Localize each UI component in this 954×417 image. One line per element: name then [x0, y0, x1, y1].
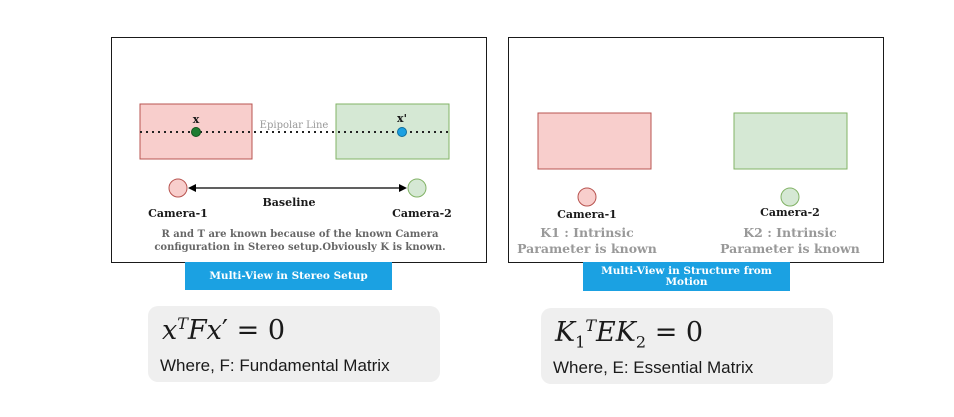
essential-equation: K1TEK2 = 0 — [555, 316, 704, 352]
point-x-prime-label: x' — [397, 112, 407, 125]
stereo-note-line1: R and T are known because of the known C… — [162, 229, 439, 240]
camera1-label: Camera-1 — [148, 207, 208, 220]
sfm-diagram-panel: Camera-1 Camera-2 K1 : Intrinsic Paramet… — [508, 37, 884, 263]
epipolar-label-bg — [253, 117, 335, 131]
camera2-center — [780, 187, 800, 207]
epipolar-label: Epipolar Line — [260, 120, 329, 131]
camera2-label: Camera-2 — [760, 206, 820, 219]
sfm-caption: Multi-View in Structure from Motion — [583, 262, 790, 291]
camera1-label: Camera-1 — [557, 208, 617, 221]
stereo-diagram-panel: Epipolar Line x x' Baseline Camera-1 Cam… — [111, 37, 487, 263]
stereo-caption: Multi-View in Stereo Setup — [185, 262, 392, 290]
stereo-diagram: Epipolar Line x x' Baseline Camera-1 Cam… — [139, 103, 452, 253]
camera1-center — [168, 178, 188, 198]
k1-label-line1: K1 : Intrinsic — [540, 225, 634, 240]
fundamental-matrix-formula: xTFx′ = 0 Where, F: Fundamental Matrix — [148, 306, 440, 382]
baseline-arrowhead-left — [188, 184, 196, 192]
camera1-center — [577, 187, 597, 207]
baseline-arrowhead-right — [399, 184, 407, 192]
k2-label-line1: K2 : Intrinsic — [743, 225, 837, 240]
baseline-label: Baseline — [263, 196, 316, 209]
k1-label-line2: Parameter is known — [517, 241, 657, 256]
point-x-label: x — [193, 113, 200, 126]
image-plane-right — [733, 112, 848, 170]
camera2-label: Camera-2 — [392, 207, 452, 220]
point-x — [191, 127, 201, 137]
point-x-prime — [397, 127, 407, 137]
fundamental-matrix-caption: Where, F: Fundamental Matrix — [160, 356, 390, 375]
image-plane-left — [537, 112, 652, 170]
essential-matrix-formula: K1TEK2 = 0 Where, E: Essential Matrix — [541, 308, 833, 384]
sfm-diagram: Camera-1 Camera-2 K1 : Intrinsic Paramet… — [517, 112, 860, 256]
stereo-note-line2: configuration in Stereo setup.Obviously … — [154, 242, 445, 253]
fundamental-equation: xTFx′ = 0 — [162, 314, 285, 346]
essential-matrix-caption: Where, E: Essential Matrix — [553, 358, 754, 377]
camera2-center — [407, 178, 427, 198]
k2-label-line2: Parameter is known — [720, 241, 860, 256]
